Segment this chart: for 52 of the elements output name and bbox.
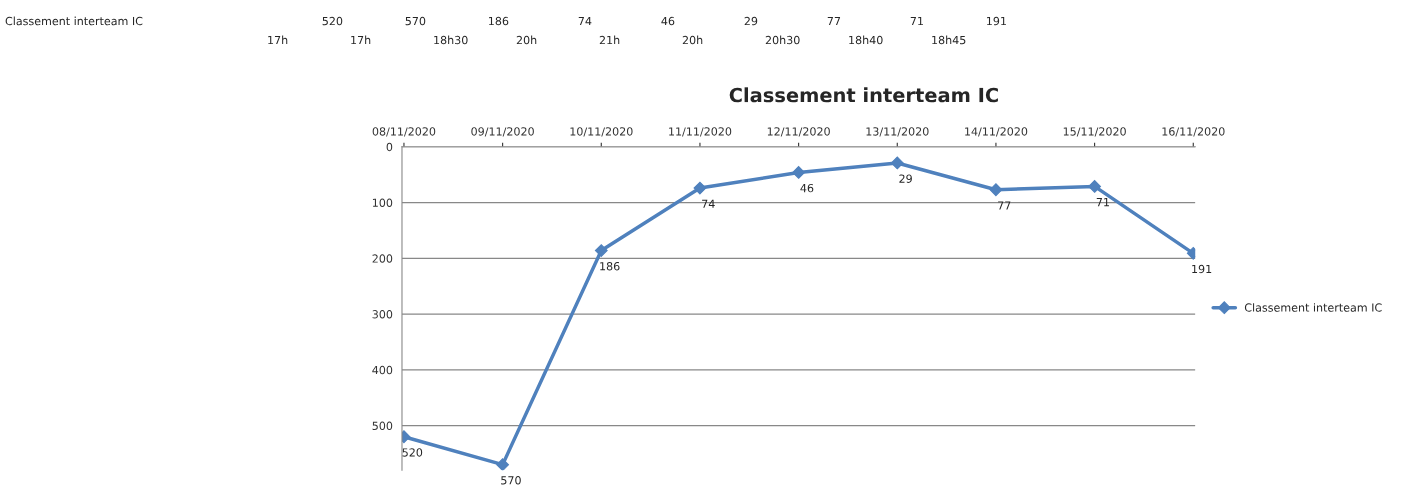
point [989, 183, 1003, 197]
text: 20h30 [765, 35, 800, 45]
text: 18h30 [434, 35, 468, 45]
text: 17h [351, 35, 371, 45]
data-label: 74 [702, 199, 715, 208]
text: Classement interteam IC [5, 16, 143, 26]
text: 18h40 [849, 35, 883, 45]
text: 71 [910, 16, 923, 26]
x-tick-label: 13/11/2020 [866, 127, 929, 137]
text: 77 [827, 16, 841, 26]
text: 186 [489, 16, 509, 26]
data-label: 570 [501, 476, 521, 485]
text: 17h [268, 35, 288, 45]
point [594, 244, 608, 257]
x-tick-label: 10/11/2020 [570, 127, 633, 137]
x-tick-label: 09/11/2020 [471, 127, 534, 137]
point [693, 181, 707, 195]
data-label: 46 [800, 183, 814, 193]
text: 520 [322, 16, 343, 26]
y-tick-label: 200 [372, 254, 393, 263]
point [890, 156, 904, 170]
text: 46 [661, 16, 675, 26]
y-tick-label: 100 [372, 198, 393, 207]
x-tick-label: 16/11/2020 [1162, 127, 1225, 137]
text: 191 [987, 16, 1006, 26]
chart-title: Classement interteam IC [729, 87, 998, 103]
data-label: 186 [600, 262, 620, 271]
point [496, 458, 510, 471]
data-label: 191 [1192, 264, 1212, 274]
text: 18h45 [932, 35, 966, 45]
y-tick-label: 300 [372, 310, 393, 319]
x-tick-label: 12/11/2020 [767, 127, 830, 137]
legend-label: Classement interteam IC [1244, 303, 1382, 312]
data-label: 520 [402, 448, 423, 457]
text: 570 [405, 16, 426, 26]
y-tick-label: 500 [372, 421, 393, 430]
x-tick-label: 14/11/2020 [965, 127, 1028, 137]
text: 20h [682, 35, 703, 45]
text: 20h [516, 35, 537, 45]
text: 21h [599, 35, 620, 45]
text: 74 [578, 16, 592, 26]
point [1088, 179, 1102, 193]
x-tick-label: 08/11/2020 [372, 127, 436, 137]
y-tick-label: 0 [386, 142, 393, 152]
data-label: 71 [1096, 198, 1109, 207]
y-tick-label: 400 [372, 365, 393, 375]
point [792, 166, 806, 179]
data-label: 77 [998, 201, 1011, 210]
x-tick-label: 15/11/2020 [1063, 127, 1126, 137]
text: 29 [744, 16, 758, 26]
data-label: 29 [899, 174, 912, 183]
x-tick-label: 11/11/2020 [669, 127, 732, 137]
